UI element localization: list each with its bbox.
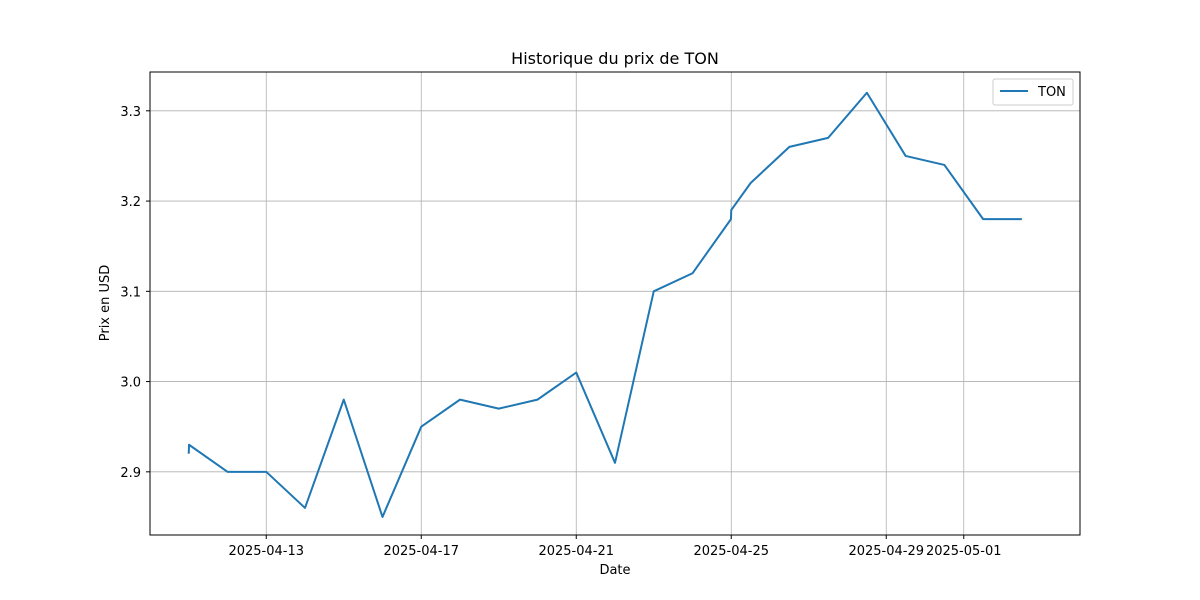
y-tick-label: 3.0: [120, 376, 141, 391]
x-axis-label: Date: [599, 563, 630, 578]
y-tick-label: 3.2: [120, 195, 141, 210]
series-line-ton: [187, 91, 1022, 518]
y-tick-label: 3.3: [120, 105, 141, 120]
series-layer: [187, 91, 1022, 518]
x-tick-label: 2025-04-13: [228, 544, 304, 559]
y-axis-label: Prix en USD: [98, 265, 113, 342]
plot-frame: [149, 71, 1081, 536]
legend-box: [992, 78, 1074, 106]
x-tick-label: 2025-05-01: [926, 544, 1002, 559]
x-tick-label: 2025-04-29: [848, 544, 924, 559]
x-tick-label: 2025-04-17: [383, 544, 459, 559]
y-axis: 2.9 3.0 3.1 3.2 3.3: [120, 105, 150, 481]
x-tick-label: 2025-04-25: [693, 544, 769, 559]
grid: [150, 72, 1080, 535]
x-axis: 2025-04-13 2025-04-17 2025-04-21 2025-04-25…: [228, 535, 1002, 559]
x-tick-label: 2025-04-21: [538, 544, 614, 559]
y-tick-label: 2.9: [120, 466, 141, 481]
legend-label: TON: [1037, 85, 1066, 100]
chart-title: Historique du prix de TON: [511, 49, 719, 68]
y-tick-label: 3.1: [120, 285, 141, 300]
legend: TON: [992, 78, 1074, 106]
